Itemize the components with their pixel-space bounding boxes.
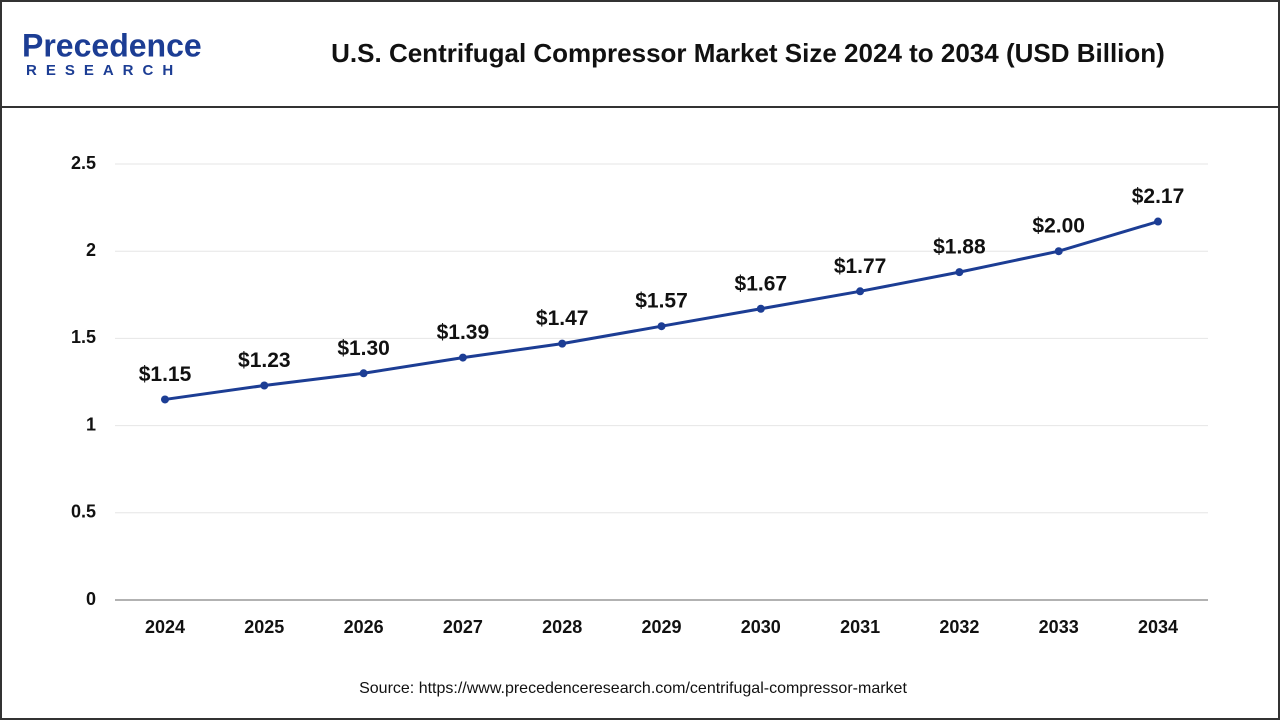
logo-tagline: RESEARCH <box>26 62 182 79</box>
y-tick-label: 0.5 <box>71 502 96 522</box>
x-tick-label: 2029 <box>641 617 681 637</box>
x-tick-label: 2030 <box>741 617 781 637</box>
marker <box>856 287 865 296</box>
value-label: $1.47 <box>536 307 589 330</box>
x-tick-label: 2031 <box>840 617 880 637</box>
marker <box>161 395 169 404</box>
value-label: $1.23 <box>238 349 291 372</box>
marker <box>458 353 467 362</box>
value-label: $1.77 <box>834 255 887 278</box>
value-label: $2.00 <box>1032 215 1085 238</box>
value-label: $1.57 <box>635 290 688 313</box>
y-tick-label: 2 <box>86 240 96 260</box>
y-tick-label: 1.5 <box>71 327 96 347</box>
marker <box>756 304 765 313</box>
marker <box>558 339 567 348</box>
marker <box>955 268 964 277</box>
marker <box>657 322 666 331</box>
value-label: $1.30 <box>337 337 390 360</box>
marker <box>359 369 368 378</box>
logo-name: Precedence <box>22 27 202 63</box>
marker <box>260 381 269 390</box>
value-label: $1.39 <box>437 321 490 344</box>
x-tick-label: 2025 <box>244 617 284 637</box>
value-label: $1.67 <box>735 272 788 295</box>
marker <box>1054 247 1063 256</box>
source: Source: https://www.precedenceresearch.c… <box>359 680 907 697</box>
chart-title: U.S. Centrifugal Compressor Market Size … <box>331 38 1165 68</box>
x-tick-label: 2032 <box>939 617 979 637</box>
x-tick-label: 2026 <box>344 617 384 637</box>
x-tick-label: 2033 <box>1039 617 1079 637</box>
x-tick-label: 2027 <box>443 617 483 637</box>
y-tick-label: 2.5 <box>71 153 96 173</box>
value-label: $2.17 <box>1132 185 1185 208</box>
x-tick-label: 2024 <box>145 617 185 637</box>
value-label: $1.15 <box>139 363 192 386</box>
y-tick-label: 1 <box>86 414 96 434</box>
x-tick-label: 2034 <box>1138 617 1178 637</box>
y-tick-label: 0 <box>86 589 96 609</box>
x-tick-label: 2028 <box>542 617 582 637</box>
value-label: $1.88 <box>933 236 986 259</box>
marker <box>1154 217 1162 226</box>
